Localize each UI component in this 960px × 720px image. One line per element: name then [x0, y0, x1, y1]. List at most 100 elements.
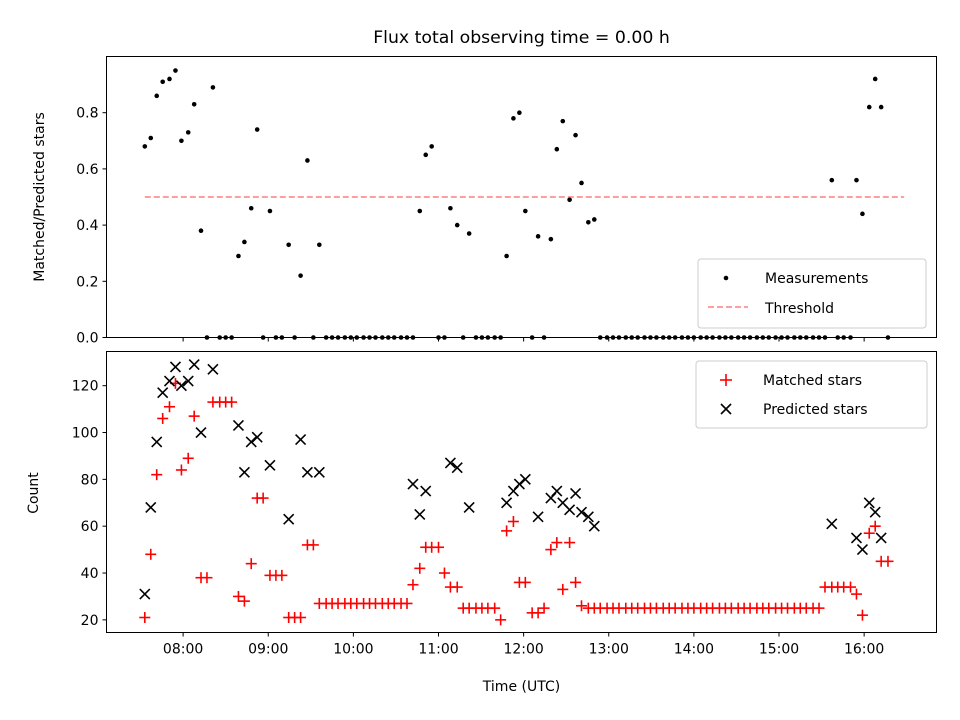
predicted-point — [251, 431, 263, 443]
matched-point — [519, 576, 531, 588]
measurement-point — [523, 208, 528, 214]
measurement-point — [298, 273, 303, 278]
matched-point — [433, 541, 444, 553]
matched-point — [307, 539, 319, 551]
legend-matched-label: Matched stars — [763, 373, 862, 389]
bottom-x-tick-label: 12:00 — [503, 642, 543, 658]
measurement-point — [191, 101, 197, 107]
measurement-point — [567, 197, 572, 203]
top-x-ticks — [182, 337, 865, 342]
top-legend: Measurements Threshold — [697, 258, 927, 329]
matched-point — [245, 558, 257, 570]
measurement-point — [454, 222, 460, 228]
predicted-point — [188, 359, 200, 371]
predicted-point — [856, 544, 869, 556]
predicted-point — [569, 487, 582, 499]
matched-point — [438, 567, 450, 579]
predicted-point — [245, 436, 257, 448]
predicted-point — [157, 387, 169, 399]
measurement-point — [466, 231, 472, 236]
top-legend-box — [697, 258, 927, 329]
measurement-point — [504, 253, 509, 259]
bottom-x-tick-label: 11:00 — [418, 642, 458, 658]
matched-point — [451, 581, 463, 593]
matched-point — [576, 600, 588, 612]
measurement-point — [242, 239, 247, 245]
predicted-point — [850, 532, 863, 544]
predicted-point — [501, 497, 513, 509]
predicted-point — [207, 363, 219, 375]
bottom-x-tick-label: 09:00 — [248, 642, 288, 658]
measurement-point — [267, 208, 273, 214]
predicted-point — [551, 485, 563, 497]
top-y-tick-label: 0.8 — [76, 106, 98, 122]
measurement-point — [866, 104, 872, 110]
matched-point — [238, 595, 250, 607]
bottom-plot-area — [139, 359, 894, 626]
measurement-point — [179, 138, 184, 144]
predicted-point — [532, 511, 544, 523]
matched-point — [495, 614, 507, 626]
top-y-axis: 0.0 0.2 0.4 0.6 0.8 — [76, 106, 107, 347]
top-y-tick-label: 0.0 — [76, 331, 98, 347]
bottom-y-tick-label: 120 — [72, 379, 99, 395]
measurement-point — [829, 177, 835, 183]
x-axis-label: Time (UTC) — [482, 679, 560, 695]
predicted-point — [444, 457, 456, 469]
top-y-tick-label: 0.6 — [76, 162, 98, 178]
predicted-point — [301, 466, 313, 478]
matched-point — [145, 548, 157, 560]
bottom-y-tick-label: 20 — [81, 613, 99, 629]
bottom-x-tick-label: 14:00 — [674, 642, 714, 658]
legend-predicted-label: Predicted stars — [763, 402, 868, 418]
predicted-point — [163, 375, 176, 387]
top-chart: Flux total observing time = 0.00 h Match… — [32, 28, 937, 347]
matched-point — [276, 569, 288, 581]
bottom-y-tick-label: 60 — [81, 519, 99, 535]
measurement-point — [160, 79, 165, 85]
matched-point — [295, 612, 307, 624]
matched-point — [507, 516, 519, 528]
matched-point — [532, 607, 544, 619]
measurement-point — [591, 217, 597, 222]
matched-point — [564, 537, 576, 549]
predicted-point — [564, 504, 576, 516]
matched-point — [151, 469, 163, 481]
matched-point — [232, 590, 244, 602]
matched-point — [863, 527, 875, 539]
measurement-point — [185, 130, 191, 135]
top-y-axis-label: Matched/Predicted stars — [32, 112, 48, 282]
measurement-point — [554, 146, 560, 152]
predicted-point — [283, 513, 295, 525]
measurement-point — [878, 104, 884, 110]
measurement-point — [535, 234, 541, 239]
predicted-point — [875, 532, 887, 544]
measurement-point — [254, 127, 260, 132]
measurement-point — [198, 228, 204, 234]
measurement-point — [511, 116, 516, 121]
matched-point — [813, 602, 825, 614]
predicted-point — [313, 466, 325, 478]
matched-point — [489, 602, 501, 614]
measurement-point — [517, 110, 522, 115]
matched-point — [407, 579, 419, 591]
measurement-point — [248, 205, 254, 211]
predicted-point — [826, 518, 838, 530]
predicted-point — [295, 433, 307, 446]
measurement-point — [872, 76, 878, 82]
predicted-point — [463, 501, 475, 514]
bottom-x-tick-label: 10:00 — [333, 642, 373, 658]
matched-point — [257, 492, 269, 504]
predicted-point — [451, 462, 463, 474]
bottom-y-axis: 20 40 60 80 100 120 — [72, 379, 107, 629]
predicted-point — [145, 501, 157, 514]
matched-point — [139, 612, 151, 624]
matched-point — [570, 576, 582, 588]
measurement-point — [586, 219, 591, 225]
bottom-legend-box — [695, 360, 928, 429]
matched-point — [163, 401, 175, 413]
bottom-axes-frame — [106, 351, 937, 633]
measurement-point — [423, 152, 429, 158]
top-axes-frame — [106, 56, 937, 338]
